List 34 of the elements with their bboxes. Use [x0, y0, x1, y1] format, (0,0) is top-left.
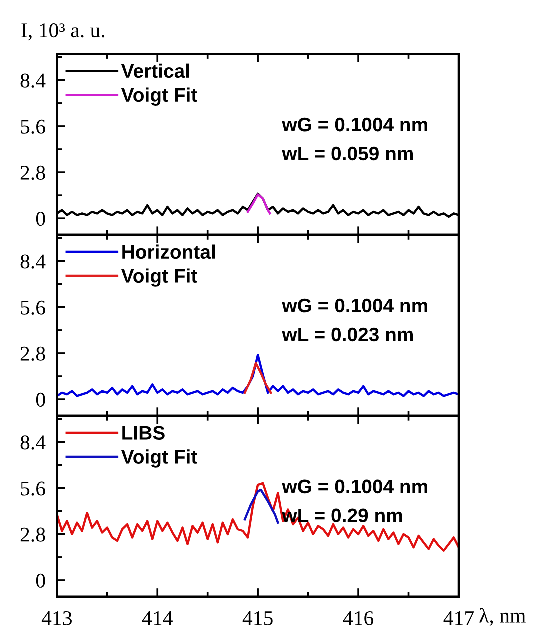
annotation: wG = 0.1004 nm	[282, 298, 428, 313]
line-series	[244, 488, 280, 524]
legend-label: LIBS	[122, 426, 165, 440]
y-tick-label: 5.6	[21, 120, 46, 134]
annotation: wG = 0.1004 nm	[282, 118, 428, 132]
x-tick-label: 415	[242, 612, 273, 626]
x-tick-label: 413	[42, 611, 72, 626]
y-tick-label: 8.4	[20, 74, 46, 88]
y-tick-label: 2.8	[20, 528, 46, 542]
x-tick-label: 417	[444, 612, 474, 626]
y-tick-label: 5.6	[21, 482, 46, 496]
x-tick-label: 414	[142, 612, 173, 626]
line-series	[244, 362, 272, 394]
line-series	[246, 194, 272, 215]
legend-label: Vertical	[121, 64, 190, 78]
y-tick-label: 2.8	[20, 346, 46, 361]
legend-label: Voigt Fit	[121, 450, 198, 468]
x-tick-label: 416	[343, 611, 374, 626]
y-tick-label: 0	[36, 212, 46, 226]
annotation: wL = 0.059 nm	[282, 146, 414, 161]
annotation: wG = 0.1004 nm	[282, 480, 428, 494]
legend-label: Horizontal	[122, 244, 216, 260]
y-tick-label: 8.4	[20, 436, 46, 450]
legend-label: Voigt Fit	[121, 268, 198, 287]
y-tick-label: 0	[36, 574, 46, 588]
y-tick-label: 5.6	[21, 300, 46, 315]
legend-label: Voigt Fit	[121, 88, 198, 106]
annotation: wL = 0.023 nm	[282, 328, 414, 342]
x-axis-title: λ, nm	[480, 608, 526, 626]
y-tick-label: 0	[36, 392, 46, 407]
line-series	[57, 354, 459, 398]
y-tick-label: 2.8	[20, 166, 46, 180]
y-tick-label: 8.4	[20, 254, 46, 269]
y-axis-title: I, 10³ a. u.	[22, 24, 105, 41]
